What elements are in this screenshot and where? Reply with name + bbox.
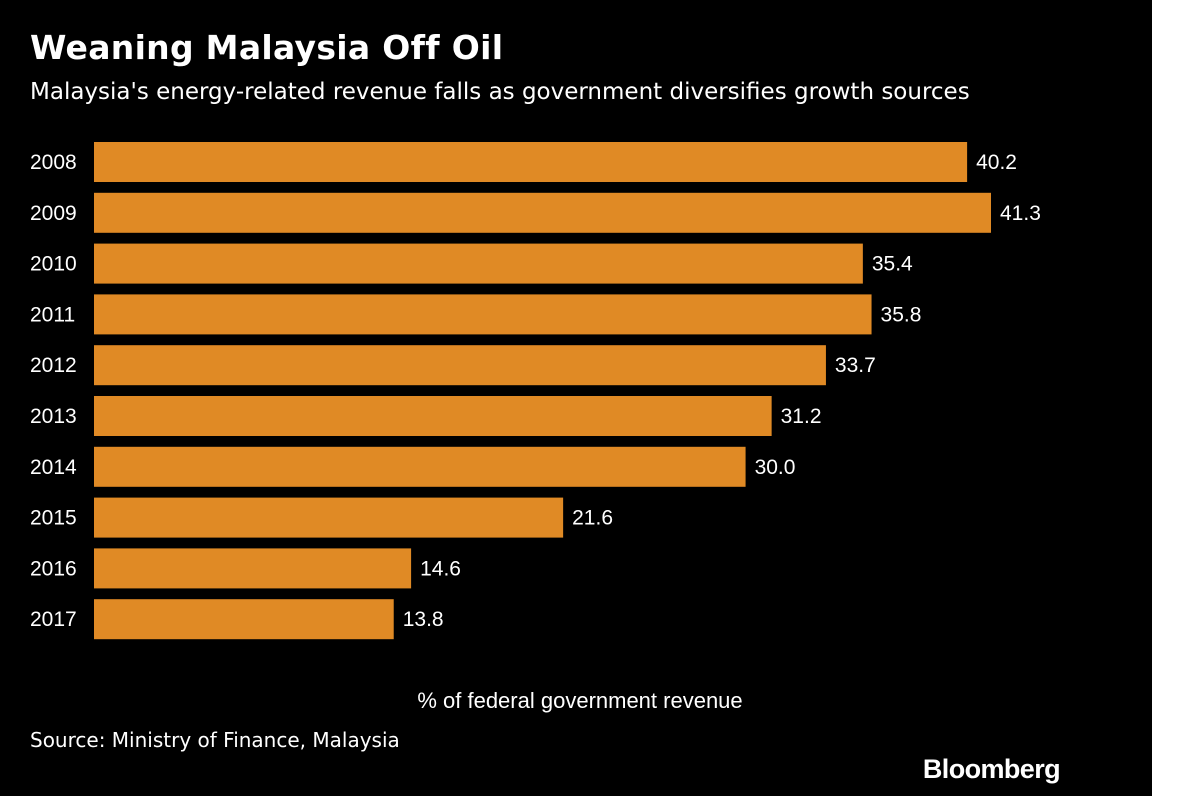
value-label: 35.8 [881, 303, 922, 326]
year-label: 2008 [30, 151, 77, 174]
bar [94, 192, 991, 233]
value-label: 35.4 [872, 253, 913, 276]
value-label: 13.8 [403, 608, 444, 631]
bar [94, 446, 746, 487]
x-axis-label: % of federal government revenue [417, 688, 743, 713]
source-note: Source: Ministry of Finance, Malaysia [30, 728, 400, 752]
value-label: 41.3 [1000, 202, 1041, 225]
year-label: 2015 [30, 507, 77, 530]
bar [94, 396, 772, 436]
bar [94, 548, 412, 589]
value-label: 31.2 [781, 405, 822, 428]
chart-frame: Weaning Malaysia Off Oil Malaysia's ener… [0, 0, 1152, 796]
year-label: 2009 [30, 202, 77, 225]
year-label: 2011 [30, 303, 75, 326]
year-label: 2017 [30, 608, 77, 631]
year-label: 2014 [30, 456, 77, 479]
bar [94, 243, 863, 284]
year-label: 2012 [30, 354, 77, 377]
bar [94, 294, 872, 335]
bar [94, 497, 564, 538]
year-label: 2016 [30, 557, 77, 580]
value-label: 30.0 [755, 456, 796, 479]
year-label: 2013 [30, 405, 77, 428]
bar [94, 345, 826, 386]
chart-title: Weaning Malaysia Off Oil [30, 28, 504, 67]
bloomberg-logo: Bloomberg [922, 754, 1061, 784]
bar [94, 142, 968, 182]
value-label: 40.2 [976, 151, 1017, 174]
value-label: 21.6 [572, 507, 613, 530]
year-label: 2010 [30, 253, 77, 276]
bar-chart: 2008 40.2 2009 41.3 2010 35.4 2011 35.8 2012 33.7… [30, 142, 1041, 640]
bar [94, 599, 394, 640]
value-label: 33.7 [835, 354, 876, 377]
value-label: 14.6 [420, 557, 461, 580]
chart-subtitle: Malaysia's energy-related revenue falls … [30, 79, 970, 105]
